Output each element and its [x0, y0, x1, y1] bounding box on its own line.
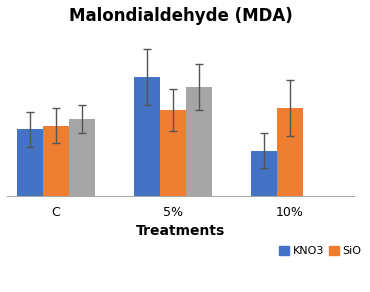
Title: Malondialdehyde (MDA): Malondialdehyde (MDA): [69, 7, 292, 25]
Bar: [277, 108, 303, 196]
X-axis label: Treatments: Treatments: [136, 225, 225, 239]
Bar: [69, 119, 95, 196]
Legend: KNO3, SiO: KNO3, SiO: [275, 242, 366, 261]
Bar: [186, 87, 212, 196]
Bar: [17, 129, 43, 196]
Bar: [43, 126, 69, 196]
Bar: [160, 110, 186, 196]
Bar: [134, 77, 160, 196]
Bar: [251, 150, 277, 196]
